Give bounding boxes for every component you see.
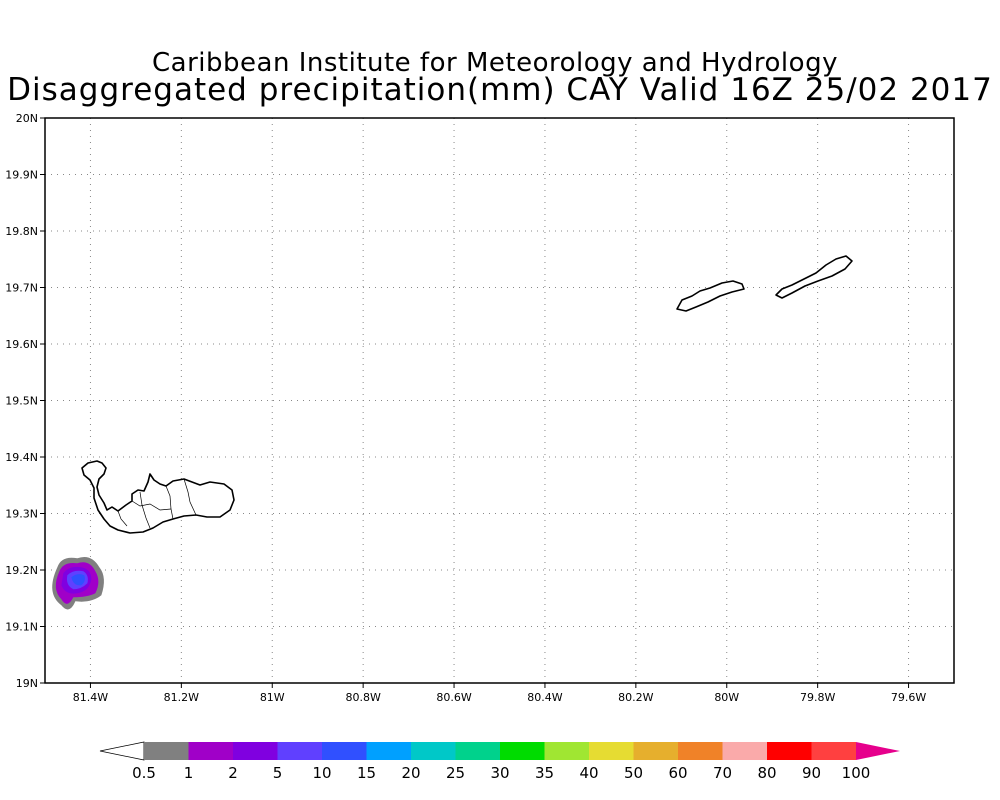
colorbar-swatch	[455, 742, 500, 760]
lat-tick-label: 19.4N	[5, 451, 38, 464]
lat-tick-label: 19.7N	[5, 282, 38, 295]
colorbar-swatch	[322, 742, 367, 760]
district-boundary	[131, 500, 172, 511]
colorbar-label: 50	[624, 764, 643, 782]
axis-ticks: 20N 19.9N 19.8N 19.7N 19.6N 19.5N 19.4N 19.3N 19…	[5, 112, 926, 704]
colorbar-swatch	[277, 742, 322, 760]
lon-tick-label: 79.8W	[800, 691, 835, 704]
colorbar-low-arrow	[99, 741, 145, 761]
lat-tick-label: 19.1N	[5, 621, 38, 634]
colorbar-swatch	[678, 742, 723, 760]
colorbar-label: 70	[713, 764, 732, 782]
lat-tick-label: 19N	[16, 677, 38, 690]
colorbar-label: 100	[842, 764, 871, 782]
grand-cayman-coastline	[81, 460, 235, 534]
colorbar-swatch	[633, 742, 678, 760]
map-subtitle: Disaggregated precipitation(mm) CAY Vali…	[7, 72, 993, 108]
colorbar-label: 35	[535, 764, 554, 782]
lon-tick-label: 79.6W	[891, 691, 926, 704]
district-boundary	[117, 510, 128, 527]
colorbar-label: 60	[668, 764, 687, 782]
district-boundary	[139, 491, 151, 529]
colorbar-label: 40	[579, 764, 598, 782]
district-boundary	[165, 485, 174, 520]
colorbar-label: 15	[357, 764, 376, 782]
colorbar-swatch	[500, 742, 545, 760]
lat-tick-label: 19.2N	[5, 564, 38, 577]
colorbar-label: 5	[273, 764, 283, 782]
colorbar-label: 80	[757, 764, 776, 782]
lat-tick-label: 19.9N	[5, 169, 38, 182]
colorbar-swatch	[722, 742, 767, 760]
lon-tick-label: 80.4W	[527, 691, 562, 704]
colorbar-swatch	[589, 742, 634, 760]
grid-lines	[45, 118, 954, 683]
lon-tick-label: 80.6W	[436, 691, 471, 704]
lat-tick-label: 19.6N	[5, 338, 38, 351]
little-cayman-coastline	[676, 280, 745, 312]
colorbar-label: 2	[228, 764, 238, 782]
colorbar-swatch	[767, 742, 812, 760]
colorbar-label: 90	[802, 764, 821, 782]
colorbar-swatch	[233, 742, 278, 760]
lon-tick-label: 80.2W	[618, 691, 653, 704]
precip-contour-10mm	[71, 574, 85, 586]
lat-tick-label: 19.3N	[5, 508, 38, 521]
lat-tick-label: 20N	[16, 112, 38, 125]
colorbar-label: 1	[184, 764, 194, 782]
colorbar-label: 10	[312, 764, 331, 782]
colorbar-swatch	[144, 742, 189, 760]
colorbar-swatch	[411, 742, 456, 760]
colorbar: 0.5 1 2 5 10 15 20 25 30 35 40 50 60 70 80 90 100	[99, 741, 900, 782]
precipitation-layer	[52, 556, 104, 610]
lat-tick-label: 19.8N	[5, 225, 38, 238]
coastline-layer	[81, 255, 853, 534]
colorbar-swatch	[544, 742, 589, 760]
colorbar-swatch	[188, 742, 233, 760]
colorbar-label: 0.5	[132, 764, 156, 782]
district-boundary	[183, 478, 197, 516]
colorbar-high-arrow	[856, 742, 900, 760]
lon-tick-label: 81.4W	[73, 691, 108, 704]
map-title: Caribbean Institute for Meteorology and …	[152, 48, 838, 78]
colorbar-swatch	[366, 742, 411, 760]
cayman-brac-coastline	[775, 255, 853, 299]
lon-tick-label: 80.8W	[345, 691, 380, 704]
colorbar-swatch	[811, 742, 856, 760]
colorbar-label: 30	[490, 764, 509, 782]
lon-tick-label: 81W	[260, 691, 285, 704]
colorbar-label: 20	[401, 764, 420, 782]
colorbar-label: 25	[446, 764, 465, 782]
lon-tick-label: 80W	[714, 691, 739, 704]
lon-tick-label: 81.2W	[164, 691, 199, 704]
lat-tick-label: 19.5N	[5, 395, 38, 408]
